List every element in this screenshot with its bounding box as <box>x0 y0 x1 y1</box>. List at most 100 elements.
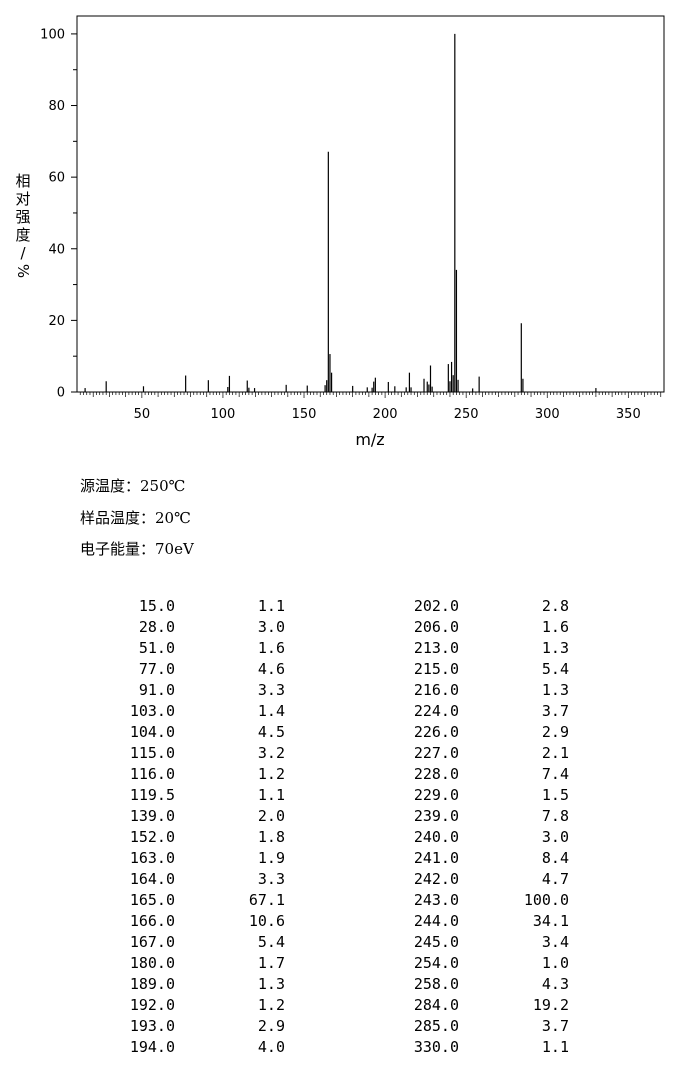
table-row: 245.0 3.4 <box>364 932 569 953</box>
table-row: 284.0 19.2 <box>364 995 569 1016</box>
table-row: 15.0 1.1 <box>80 596 285 617</box>
intensity-value: 7.8 <box>541 807 569 825</box>
intensity-value: 4.0 <box>257 1038 285 1056</box>
intensity-value: 1.6 <box>541 618 569 636</box>
mz-value: 189.0 <box>129 975 175 993</box>
mz-value: 216.0 <box>413 681 459 699</box>
intensity-value: 1.3 <box>541 639 569 657</box>
intensity-value: 1.4 <box>257 702 285 720</box>
table-row: 51.0 1.6 <box>80 638 285 659</box>
y-axis-label-char: 度 <box>15 226 31 244</box>
condition-value: 20℃ <box>155 509 191 527</box>
intensity-value: 2.9 <box>257 1017 285 1035</box>
y-tick-label: 80 <box>48 99 65 114</box>
y-tick-label: 40 <box>48 242 65 257</box>
mz-value: 193.0 <box>129 1017 175 1035</box>
intensity-value: 1.0 <box>541 954 569 972</box>
table-row: 103.0 1.4 <box>80 701 285 722</box>
mz-value: 91.0 <box>138 681 175 699</box>
y-axis-label-char: 相 <box>15 172 31 190</box>
table-row: 330.0 1.1 <box>364 1037 569 1058</box>
intensity-value: 3.4 <box>541 933 569 951</box>
mz-value: 166.0 <box>129 912 175 930</box>
x-tick-label: 200 <box>373 407 398 422</box>
table-row: 116.0 1.2 <box>80 764 285 785</box>
table-row: 243.0 100.0 <box>364 890 569 911</box>
table-row: 240.0 3.0 <box>364 827 569 848</box>
table-row: 241.0 8.4 <box>364 848 569 869</box>
table-row: 202.0 2.8 <box>364 596 569 617</box>
intensity-value: 1.2 <box>257 765 285 783</box>
table-row: 193.0 2.9 <box>80 1016 285 1037</box>
mz-value: 202.0 <box>413 597 459 615</box>
table-row: 167.0 5.4 <box>80 932 285 953</box>
intensity-value: 3.2 <box>257 744 285 762</box>
x-axis-ticks: 50 100 150 200 250 300 350 <box>79 392 662 422</box>
mz-value: 215.0 <box>413 660 459 678</box>
peak-table-left: 15.0 1.1 28.0 3.0 51.0 1.6 77.0 4.6 91.0 3.3 103.0… <box>80 596 285 1058</box>
table-row: 228.0 7.4 <box>364 764 569 785</box>
y-axis-label-char: 对 <box>15 190 31 208</box>
intensity-value: 67.1 <box>248 891 285 909</box>
table-row: 213.0 1.3 <box>364 638 569 659</box>
mz-value: 245.0 <box>413 933 459 951</box>
table-row: 77.0 4.6 <box>80 659 285 680</box>
source-temperature: 源温度：250℃ <box>80 475 185 496</box>
mz-value: 116.0 <box>129 765 175 783</box>
table-row: 215.0 5.4 <box>364 659 569 680</box>
mz-value: 254.0 <box>413 954 459 972</box>
intensity-value: 10.6 <box>248 912 285 930</box>
intensity-value: 1.8 <box>257 828 285 846</box>
condition-label: 样品温度： <box>80 509 156 527</box>
table-row: 226.0 2.9 <box>364 722 569 743</box>
mz-value: 15.0 <box>138 597 175 615</box>
mz-value: 239.0 <box>413 807 459 825</box>
y-tick-label: 60 <box>48 171 65 186</box>
y-axis-label-char: 强 <box>15 208 31 226</box>
intensity-value: 3.3 <box>257 681 285 699</box>
x-tick-label: 350 <box>616 407 641 422</box>
intensity-value: 7.4 <box>541 765 569 783</box>
y-tick-label: 0 <box>57 386 65 401</box>
mass-spectrum-chart: 50 100 150 200 250 300 350 0 20 40 60 80 100 m/z <box>40 15 665 449</box>
mz-value: 224.0 <box>413 702 459 720</box>
table-row: 242.0 4.7 <box>364 869 569 890</box>
intensity-value: 34.1 <box>532 912 569 930</box>
intensity-value: 3.0 <box>541 828 569 846</box>
mz-value: 77.0 <box>138 660 175 678</box>
intensity-value: 1.1 <box>541 1038 569 1056</box>
mz-value: 180.0 <box>129 954 175 972</box>
mz-value: 285.0 <box>413 1017 459 1035</box>
table-row: 258.0 4.3 <box>364 974 569 995</box>
intensity-value: 3.3 <box>257 870 285 888</box>
intensity-value: 1.9 <box>257 849 285 867</box>
intensity-value: 2.1 <box>541 744 569 762</box>
table-row: 28.0 3.0 <box>80 617 285 638</box>
mz-value: 104.0 <box>129 723 175 741</box>
intensity-value: 1.1 <box>257 597 285 615</box>
mz-value: 167.0 <box>129 933 175 951</box>
table-row: 119.5 1.1 <box>80 785 285 806</box>
mz-value: 51.0 <box>138 639 175 657</box>
intensity-value: 4.6 <box>257 660 285 678</box>
intensity-value: 3.7 <box>541 702 569 720</box>
table-row: 104.0 4.5 <box>80 722 285 743</box>
mz-value: 213.0 <box>413 639 459 657</box>
table-row: 192.0 1.2 <box>80 995 285 1016</box>
y-tick-label: 100 <box>40 27 65 42</box>
condition-value: 70eV <box>155 540 194 558</box>
intensity-value: 2.0 <box>257 807 285 825</box>
intensity-value: 100.0 <box>523 891 569 909</box>
mz-value: 164.0 <box>129 870 175 888</box>
intensity-value: 4.3 <box>541 975 569 993</box>
table-row: 244.0 34.1 <box>364 911 569 932</box>
mz-value: 165.0 <box>129 891 175 909</box>
mz-value: 284.0 <box>413 996 459 1014</box>
intensity-value: 8.4 <box>541 849 569 867</box>
mz-value: 330.0 <box>413 1038 459 1056</box>
intensity-value: 1.2 <box>257 996 285 1014</box>
table-row: 216.0 1.3 <box>364 680 569 701</box>
intensity-value: 1.1 <box>257 786 285 804</box>
mz-value: 226.0 <box>413 723 459 741</box>
table-row: 165.0 67.1 <box>80 890 285 911</box>
